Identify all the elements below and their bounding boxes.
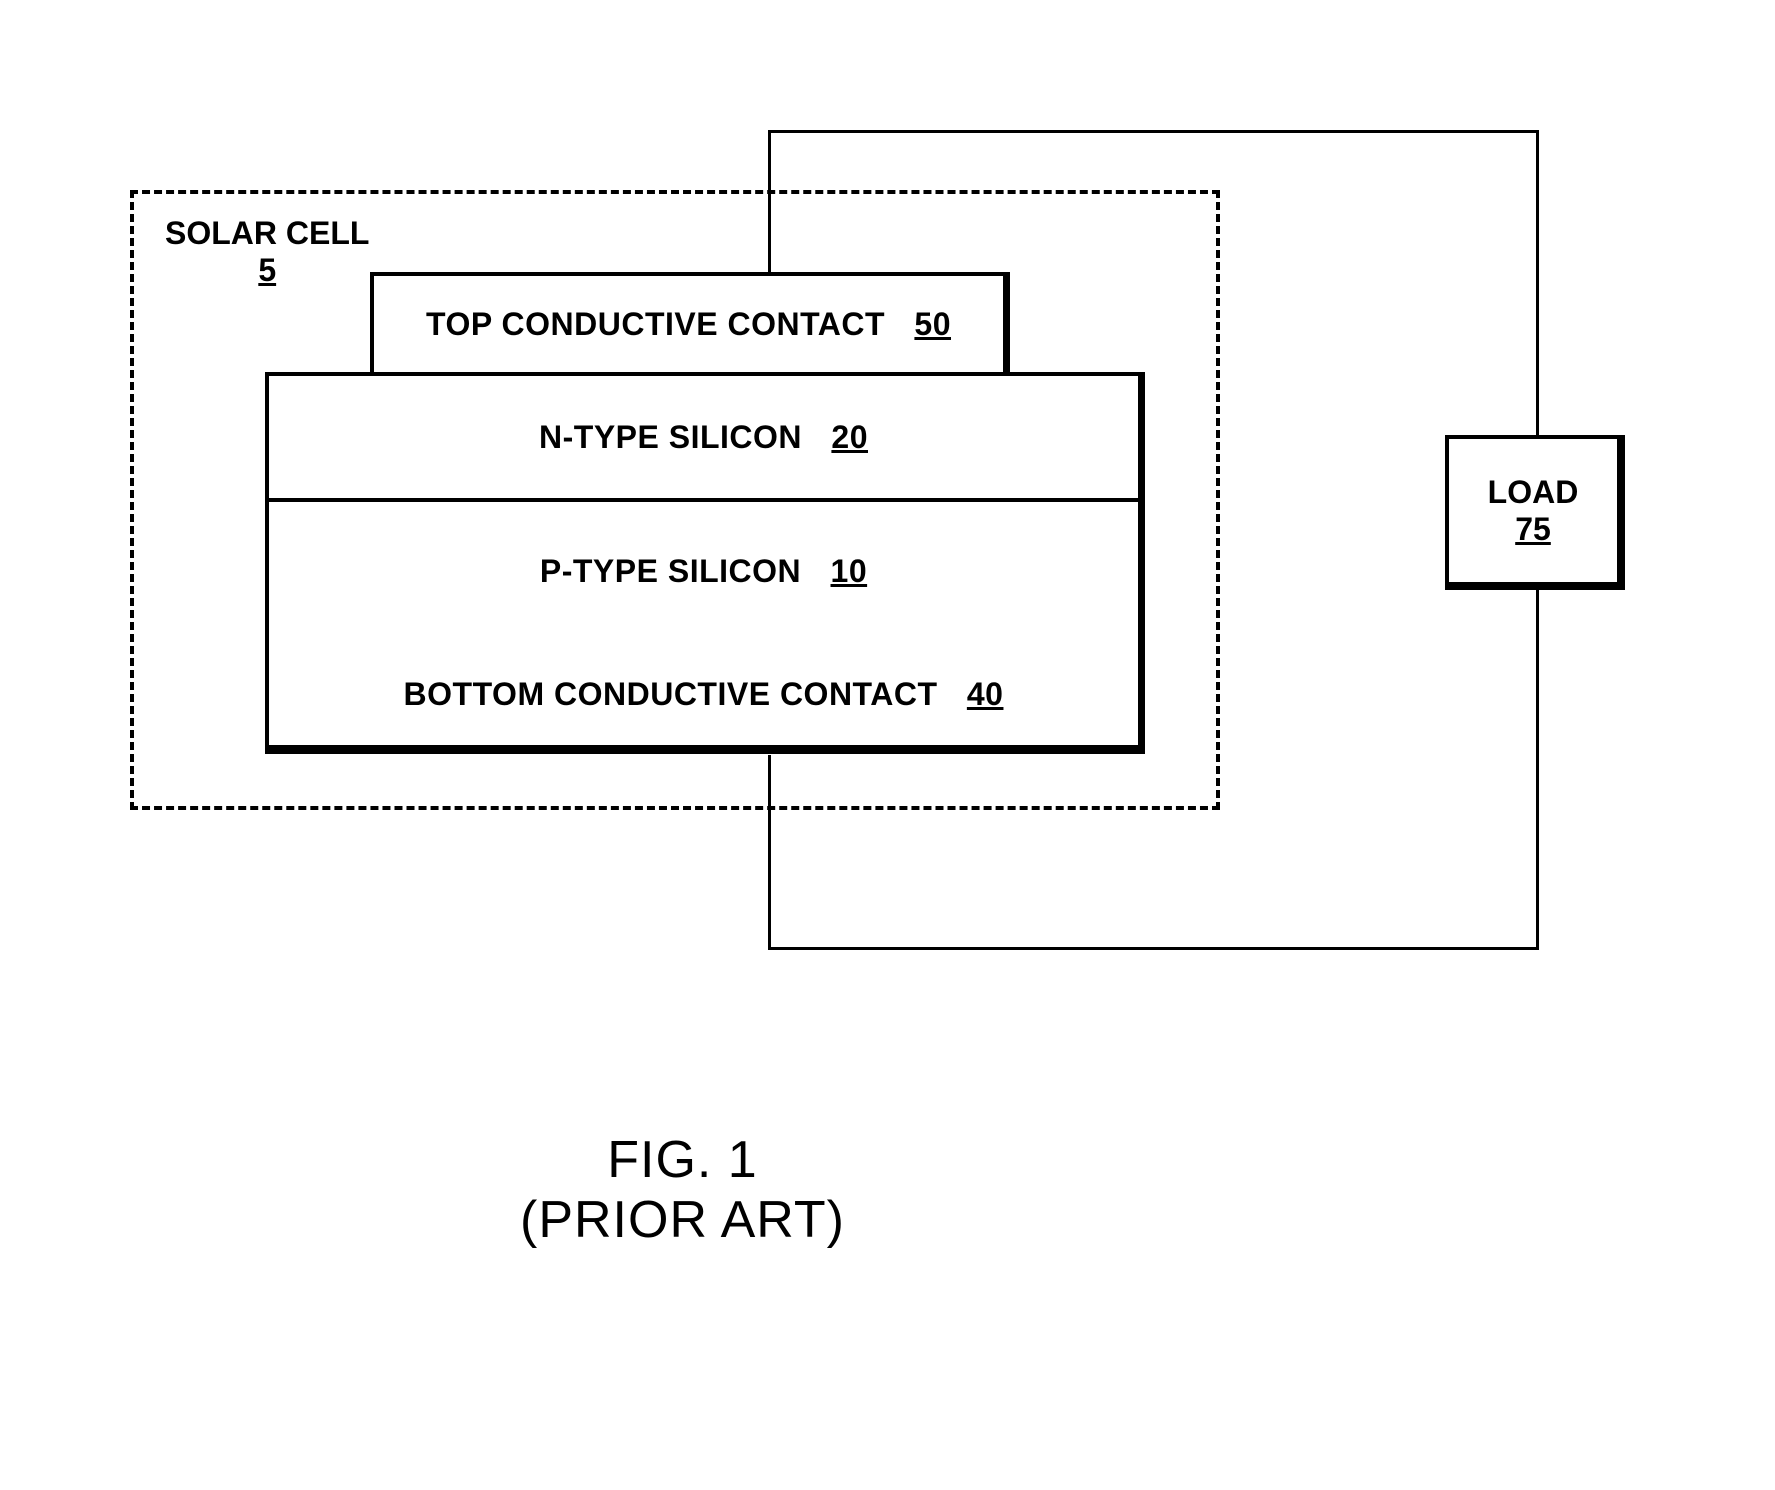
solar-cell-label-text: SOLAR CELL (165, 215, 369, 252)
layer-text: TOP CONDUCTIVE CONTACT (426, 306, 885, 342)
layer-ref-number: 10 (831, 553, 868, 589)
solar-cell-circuit-diagram: SOLAR CELL 5 TOP CONDUCTIVE CONTACT 50 N… (100, 100, 1675, 1390)
top-conductive-contact-layer: TOP CONDUCTIVE CONTACT 50 (370, 272, 1010, 372)
layer-ref-number: 50 (914, 306, 951, 342)
bottom-conductive-contact-layer: BOTTOM CONDUCTIVE CONTACT 40 (265, 644, 1145, 754)
wire-segment (1536, 130, 1539, 440)
figure-caption: FIG. 1 (PRIOR ART) (520, 1130, 845, 1250)
solar-cell-ref-number: 5 (165, 252, 369, 289)
layer-text: P-TYPE SILICON (540, 553, 801, 589)
layer-ref-number: 20 (831, 419, 868, 455)
load-box: LOAD 75 (1445, 435, 1625, 590)
wire-segment (1536, 587, 1539, 950)
p-type-silicon-layer: P-TYPE SILICON 10 (265, 498, 1145, 648)
layer-text: N-TYPE SILICON (539, 419, 802, 455)
layer-label: N-TYPE SILICON 20 (539, 419, 868, 456)
load-label-text: LOAD (1488, 474, 1579, 511)
wire-segment (769, 130, 1539, 133)
figure-subtitle: (PRIOR ART) (520, 1190, 845, 1250)
wire-segment (769, 947, 1539, 950)
layer-label: P-TYPE SILICON 10 (540, 553, 867, 590)
figure-number: FIG. 1 (520, 1130, 845, 1190)
layer-text: BOTTOM CONDUCTIVE CONTACT (404, 676, 938, 712)
layer-ref-number: 40 (967, 676, 1004, 712)
load-ref-number: 75 (1515, 511, 1551, 548)
layer-label: TOP CONDUCTIVE CONTACT 50 (426, 306, 951, 343)
solar-cell-label: SOLAR CELL 5 (155, 210, 379, 294)
n-type-silicon-layer: N-TYPE SILICON 20 (265, 372, 1145, 502)
layer-label: BOTTOM CONDUCTIVE CONTACT 40 (404, 676, 1004, 713)
